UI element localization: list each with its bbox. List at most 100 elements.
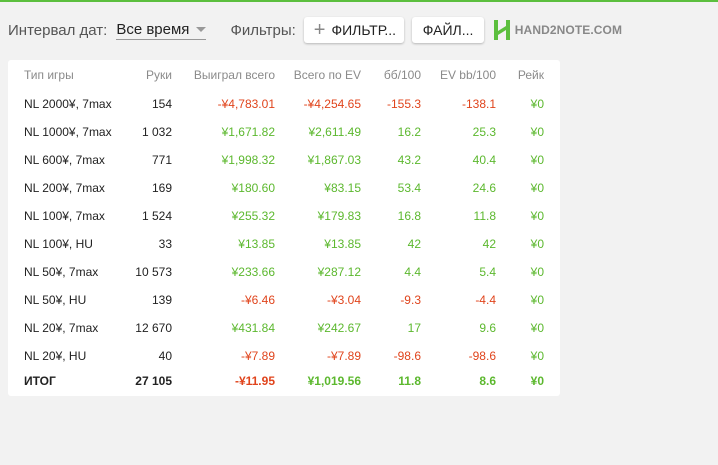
stats-table: Тип игры Руки Выиграл всего Всего по EV бб/1… [8,60,560,396]
ev-cell: ¥287.12 [317,265,361,279]
game-type-cell: NL 20¥, HU [24,349,87,363]
ev-cell: -¥4,254.65 [303,97,361,111]
bb100-cell: 17 [407,321,421,335]
chevron-down-icon [196,26,207,32]
hands-cell: 33 [158,237,172,251]
table-row[interactable]: NL 20¥, HU 40 -¥7.89 -¥7.89 -98.6 -98.6 ¥0 [8,342,560,370]
hands-cell: 12 670 [135,321,172,335]
toolbar: Интервал дат: Все время Фильтры: + ФИЛЬТ… [8,17,622,43]
filters-label: Фильтры: [230,21,296,39]
bb100-cell: -155.3 [386,97,421,111]
header-ev-total[interactable]: Всего по EV [293,68,361,82]
ev-cell: ¥2,611.49 [308,125,362,139]
header-bb100[interactable]: бб/100 [383,68,421,82]
ev-bb100-cell: 24.6 [472,181,496,195]
won-cell: ¥180.60 [231,181,275,195]
hand2note-logo-text: HAND2NOTE.COM [514,23,623,37]
game-type-cell: NL 200¥, 7max [24,181,105,195]
rake-cell: ¥0 [530,374,544,388]
date-interval-label: Интервал дат: [8,21,108,39]
table-row[interactable]: NL 2000¥, 7max 154 -¥4,783.01 -¥4,254.65 -15… [8,90,560,118]
hands-cell: 40 [158,349,172,363]
table-row[interactable]: NL 200¥, 7max 169 ¥180.60 ¥83.15 53.4 24.6 ¥0 [8,174,560,202]
game-type-cell: NL 50¥, HU [24,293,87,307]
table-row[interactable]: NL 600¥, 7max 771 ¥1,998.32 ¥1,867.03 43.2 40… [8,146,560,174]
table-row[interactable]: NL 100¥, HU 33 ¥13.85 ¥13.85 42 42 ¥0 [8,230,560,258]
ev-cell: ¥179.83 [317,209,361,223]
hands-cell: 139 [151,293,172,307]
table-row[interactable]: NL 100¥, 7max 1 524 ¥255.32 ¥179.83 16.8 11.8… [8,202,560,230]
header-rake[interactable]: Рейк [517,68,544,82]
ev-cell: ¥83.15 [324,181,361,195]
ev-cell: ¥13.85 [324,237,361,251]
won-cell: ¥233.66 [231,265,275,279]
table-row[interactable]: NL 20¥, 7max 12 670 ¥431.84 ¥242.67 17 9.6 ¥0 [8,314,560,342]
header-won-total[interactable]: Выиграл всего [193,68,275,82]
rake-cell: ¥0 [530,181,544,195]
hands-cell: 10 573 [135,265,172,279]
date-interval-value: Все время [116,20,190,38]
header-hands[interactable]: Руки [146,68,172,82]
bb100-cell: -98.6 [393,349,421,363]
file-button-label: ФАЙЛ... [422,22,474,38]
won-cell: -¥4,783.01 [217,97,275,111]
table-row[interactable]: NL 1000¥, 7max 1 032 ¥1,671.82 ¥2,611.49 16.… [8,118,560,146]
won-cell: -¥11.95 [234,374,275,388]
bb100-cell: 43.2 [397,153,421,167]
table-header: Тип игры Руки Выиграл всего Всего по EV бб/1… [8,60,560,90]
won-cell: ¥13.85 [238,237,275,251]
ev-bb100-cell: 8.6 [479,374,496,388]
bb100-cell: 53.4 [397,181,421,195]
game-type-cell: NL 20¥, 7max [24,321,99,335]
ev-cell: ¥1,867.03 [307,153,361,167]
rake-cell: ¥0 [530,265,544,279]
rake-cell: ¥0 [530,349,544,363]
hands-cell: 27 105 [135,374,172,388]
ev-cell: -¥7.89 [326,349,361,363]
hand2note-logo: HAND2NOTE.COM [492,19,622,41]
bb100-cell: -9.3 [400,293,421,307]
ev-cell: ¥1,019.56 [307,374,361,388]
hands-cell: 1 524 [141,209,172,223]
ev-bb100-cell: 40.4 [472,153,496,167]
rake-cell: ¥0 [530,237,544,251]
date-interval-select[interactable]: Все время [116,20,207,40]
rake-cell: ¥0 [530,209,544,223]
ev-bb100-cell: -138.1 [461,97,496,111]
top-accent-line [0,0,718,2]
bb100-cell: 16.2 [397,125,421,139]
rake-cell: ¥0 [530,293,544,307]
rake-cell: ¥0 [530,97,544,111]
ev-bb100-cell: 9.6 [479,321,496,335]
rake-cell: ¥0 [530,153,544,167]
bb100-cell: 42 [407,237,421,251]
ev-bb100-cell: 25.3 [472,125,496,139]
hands-cell: 771 [151,153,172,167]
won-cell: ¥1,998.32 [221,153,275,167]
won-cell: -¥7.89 [240,349,275,363]
header-game-type[interactable]: Тип игры [24,68,74,82]
bb100-cell: 4.4 [404,265,421,279]
game-type-cell: NL 100¥, 7max [24,209,105,223]
ev-cell: ¥242.67 [317,321,361,335]
ev-bb100-cell: -98.6 [468,349,496,363]
add-filter-button[interactable]: + ФИЛЬТР... [303,17,404,43]
won-cell: -¥6.46 [240,293,275,307]
header-ev-bb100[interactable]: EV bb/100 [439,68,496,82]
ev-bb100-cell: 42 [482,237,496,251]
table-row[interactable]: NL 50¥, 7max 10 573 ¥233.66 ¥287.12 4.4 5.4 ¥0 [8,258,560,286]
ev-cell: -¥3.04 [326,293,361,307]
file-button[interactable]: ФАЙЛ... [411,17,484,43]
table-total-row[interactable]: ИТОГ 27 105 -¥11.95 ¥1,019.56 11.8 8.6 ¥0 [8,368,560,394]
plus-icon: + [313,19,326,41]
game-type-cell: ИТОГ [24,374,56,388]
ev-bb100-cell: 5.4 [479,265,496,279]
hand2note-logo-icon [493,20,510,40]
game-type-cell: NL 50¥, 7max [24,265,99,279]
table-row[interactable]: NL 50¥, HU 139 -¥6.46 -¥3.04 -9.3 -4.4 ¥0 [8,286,560,314]
bb100-cell: 16.8 [397,209,421,223]
hands-cell: 1 032 [141,125,172,139]
game-type-cell: NL 100¥, HU [24,237,93,251]
game-type-cell: NL 600¥, 7max [24,153,105,167]
ev-bb100-cell: 11.8 [473,209,496,223]
